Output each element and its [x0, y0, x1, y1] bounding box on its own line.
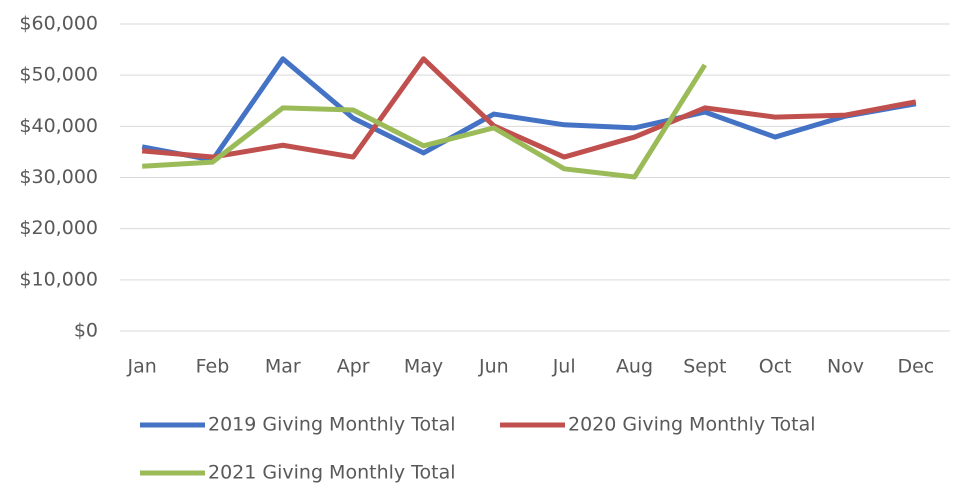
x-tick-label: Oct	[759, 356, 792, 378]
y-tick-label: $30,000	[19, 166, 98, 188]
x-tick-label: May	[404, 356, 443, 378]
legend-label: 2020 Giving Monthly Total	[568, 414, 816, 436]
series-line	[142, 63, 707, 180]
y-tick-label: $20,000	[19, 217, 98, 239]
x-tick-label: Apr	[337, 356, 370, 378]
x-tick-label: Jan	[127, 356, 157, 378]
x-tick-label: Aug	[616, 356, 653, 378]
y-tick-label: $10,000	[19, 268, 98, 290]
y-tick-label: $50,000	[19, 64, 98, 86]
x-tick-label: Mar	[265, 356, 301, 378]
legend-label: 2019 Giving Monthly Total	[208, 414, 456, 436]
series-line	[141, 56, 917, 160]
x-tick-label: Nov	[827, 356, 864, 378]
y-tick-label: $0	[74, 320, 98, 342]
series-line	[141, 56, 917, 163]
x-tick-label: Sept	[683, 356, 726, 378]
legend-label: 2021 Giving Monthly Total	[208, 462, 456, 484]
y-tick-label: $60,000	[19, 13, 98, 35]
x-tick-label: Jun	[478, 356, 509, 378]
x-tick-label: Dec	[897, 356, 934, 378]
x-tick-label: Feb	[196, 356, 230, 378]
y-tick-label: $40,000	[19, 115, 98, 137]
x-tick-label: Jul	[552, 356, 576, 378]
